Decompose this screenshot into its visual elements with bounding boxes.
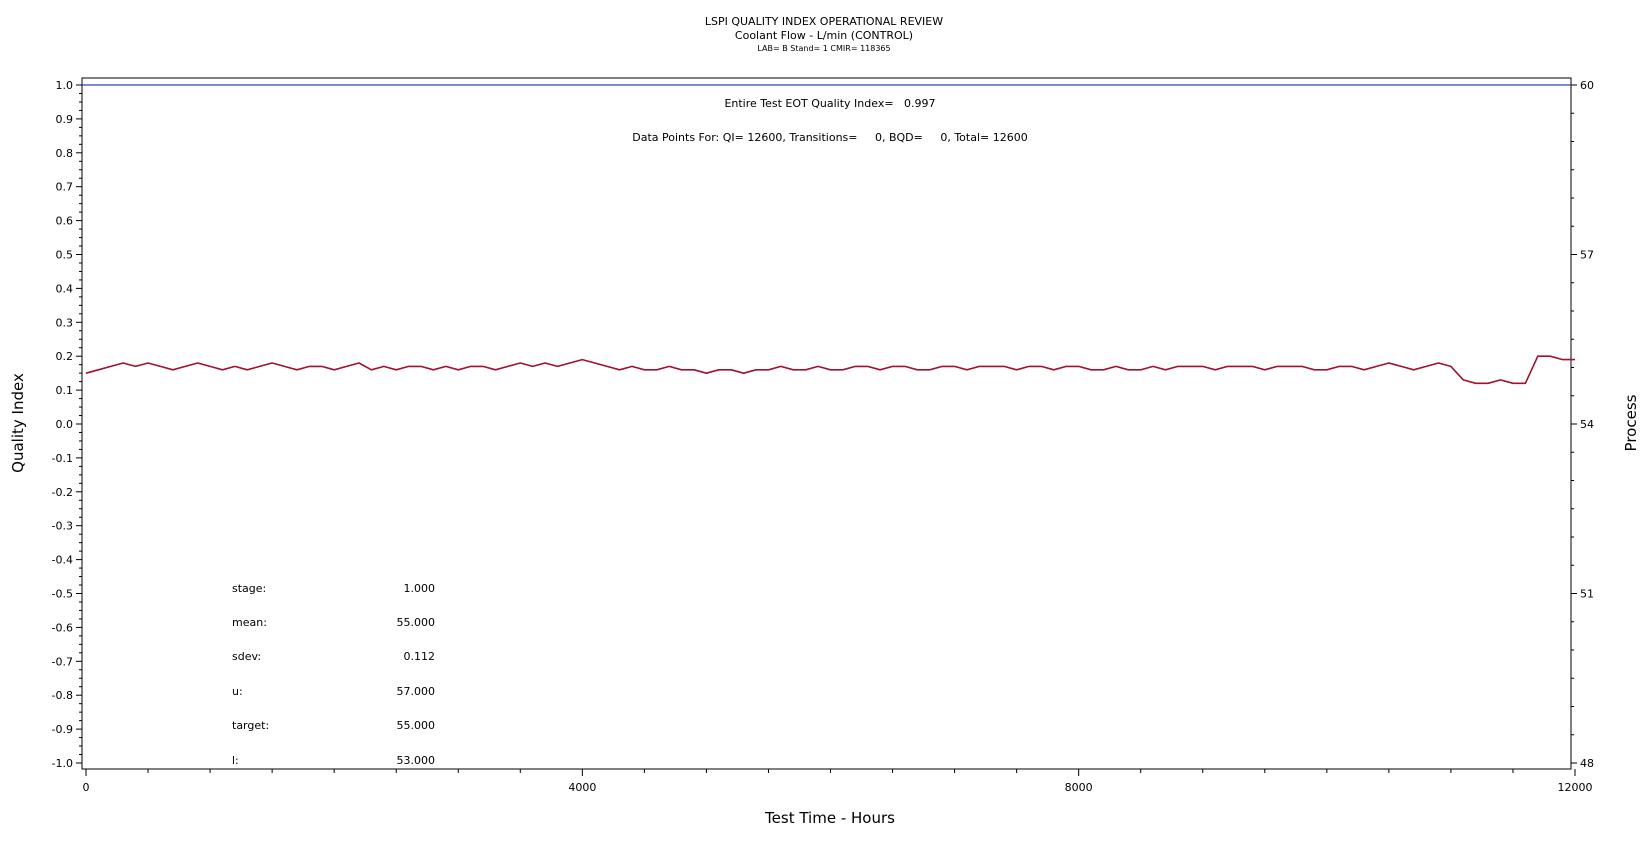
- y-tick-label: 1.0: [56, 79, 74, 92]
- stat-value-sdev: 0.112: [404, 650, 436, 663]
- y-tick-label: 0.0: [56, 418, 74, 431]
- chart-title: LSPI QUALITY INDEX OPERATIONAL REVIEW: [705, 15, 943, 28]
- stat-value-l: 53.000: [397, 754, 436, 767]
- y-tick-label: -1.0: [52, 757, 73, 770]
- y-tick-label: -0.3: [52, 520, 73, 533]
- series-line: [85, 355, 1575, 385]
- stat-label-stage: stage:: [232, 582, 266, 595]
- y-tick-label: 0.5: [56, 249, 74, 262]
- x-tick-label: 0: [83, 781, 90, 794]
- stat-label-u: u:: [232, 685, 243, 698]
- stat-value-stage: 1.000: [404, 582, 436, 595]
- stat-value-u: 57.000: [397, 685, 436, 698]
- y-axis-label: Quality Index: [9, 373, 27, 473]
- y2-tick-label: 51: [1580, 588, 1594, 601]
- plot-frame: [81, 77, 1572, 770]
- y-tick-label: -0.1: [52, 452, 73, 465]
- x-tick-label: 8000: [1065, 781, 1093, 794]
- y-tick-label: 0.7: [56, 181, 74, 194]
- y2-tick-label: 60: [1580, 79, 1594, 92]
- y-tick-label: 0.8: [56, 147, 74, 160]
- y-tick-label: -0.4: [52, 554, 73, 567]
- x-axis-label: Test Time - Hours: [764, 809, 895, 827]
- y-tick-label: 0.9: [56, 113, 74, 126]
- quality-index-annotation: Entire Test EOT Quality Index= 0.997: [724, 97, 935, 110]
- chart-subtitle: Coolant Flow - L/min (CONTROL): [735, 29, 913, 42]
- y-tick-label: 0.6: [56, 215, 74, 228]
- stat-value-mean: 55.000: [397, 616, 436, 629]
- x-tick-label: 12000: [1558, 781, 1593, 794]
- y2-tick-label: 54: [1580, 418, 1594, 431]
- x-tick-label: 4000: [568, 781, 596, 794]
- data-points-annotation: Data Points For: QI= 12600, Transitions=…: [632, 131, 1027, 144]
- y-tick-label: 0.3: [56, 316, 74, 329]
- y2-tick-label: 48: [1580, 757, 1594, 770]
- y2-axis-label: Process: [1622, 394, 1640, 451]
- chart-info: LAB= B Stand= 1 CMIR= 118365: [757, 44, 890, 53]
- y-tick-label: -0.2: [52, 486, 73, 499]
- y-tick-label: 0.4: [56, 282, 74, 295]
- y-tick-label: 0.2: [56, 350, 74, 363]
- stat-label-sdev: sdev:: [232, 650, 261, 663]
- stat-label-l: l:: [232, 754, 239, 767]
- y-tick-label: -0.6: [52, 621, 73, 634]
- stat-value-target: 55.000: [397, 719, 436, 732]
- y-tick-label: 0.1: [56, 384, 74, 397]
- y-tick-label: -0.7: [52, 655, 73, 668]
- y-tick-label: -0.8: [52, 689, 73, 702]
- stat-label-target: target:: [232, 719, 269, 732]
- y-tick-label: -0.5: [52, 588, 73, 601]
- y2-tick-label: 57: [1580, 249, 1594, 262]
- y-tick-label: -0.9: [52, 723, 73, 736]
- stat-label-mean: mean:: [232, 616, 267, 629]
